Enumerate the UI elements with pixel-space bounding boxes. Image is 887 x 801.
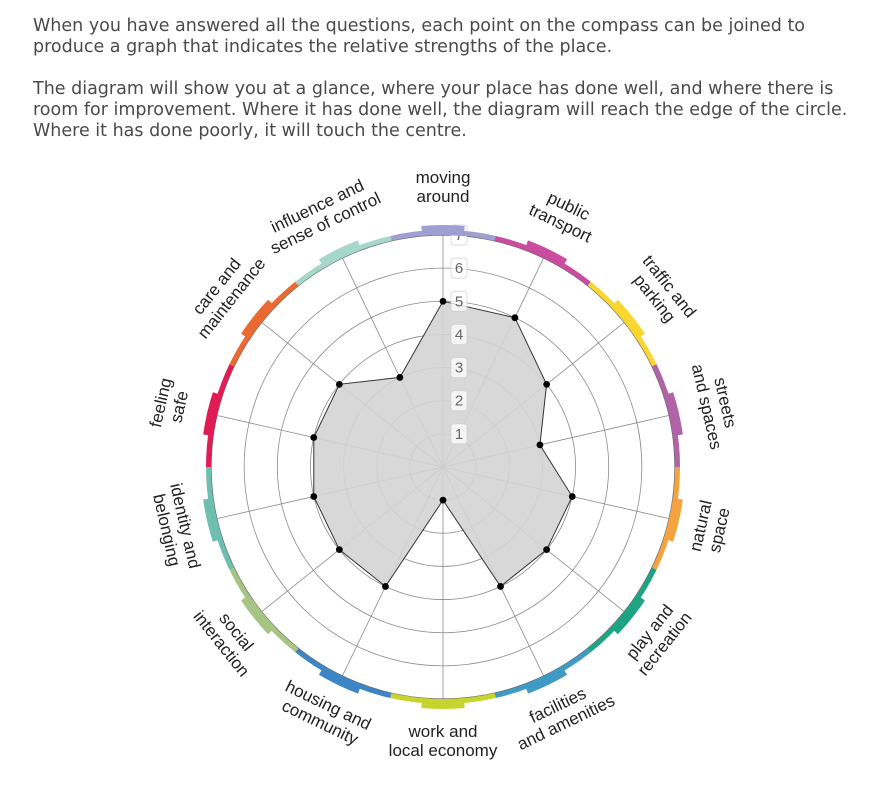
category-arc-segment xyxy=(241,299,276,340)
category-arc-segment xyxy=(610,594,645,635)
data-point xyxy=(439,496,447,504)
data-point xyxy=(511,314,519,322)
data-point xyxy=(543,380,551,388)
category-arc-segment xyxy=(610,299,645,340)
data-point xyxy=(439,297,447,305)
category-arc-segment xyxy=(663,498,683,542)
data-point xyxy=(382,583,389,590)
category-arc-segment xyxy=(663,392,683,436)
intro-text: When you have answered all the questions… xyxy=(33,16,863,163)
scale-tick-label: 1 xyxy=(455,426,463,443)
category-label-line: around xyxy=(417,187,470,206)
category-arc-segment xyxy=(241,594,276,635)
scale-tick-label: 6 xyxy=(455,260,463,277)
data-point xyxy=(543,546,551,554)
scale-tick-box xyxy=(450,390,468,412)
data-point xyxy=(568,493,576,500)
category-label-line: local economy xyxy=(389,741,498,760)
data-point xyxy=(536,441,544,449)
scale-tick-box xyxy=(450,324,468,345)
data-point xyxy=(310,434,318,441)
data-point xyxy=(310,493,318,500)
scale-tick-box xyxy=(450,257,468,279)
category-label-line: work and xyxy=(408,722,478,741)
data-point xyxy=(497,583,504,590)
intro-paragraph-2: The diagram will show you at a glance, w… xyxy=(33,79,848,141)
category-arc-segment xyxy=(318,666,362,694)
data-point xyxy=(335,380,343,388)
category-label-line: moving xyxy=(416,168,471,187)
scale-tick-label: 2 xyxy=(455,393,463,410)
category-arc-segment xyxy=(421,224,465,236)
scale-tick-box xyxy=(450,357,468,378)
scale-tick-label: 3 xyxy=(455,360,463,377)
intro-paragraph-1: When you have answered all the questions… xyxy=(33,16,806,57)
category-arc-segment xyxy=(203,392,223,436)
scale-tick-label: 5 xyxy=(455,293,463,310)
category-arc-segment xyxy=(203,498,223,542)
data-point xyxy=(396,374,404,381)
category-arc-segment xyxy=(318,240,362,268)
category-arc-segment xyxy=(524,240,568,268)
scale-tick-box xyxy=(450,290,468,312)
scale-tick-label: 4 xyxy=(455,326,463,343)
category-arc-segment xyxy=(421,698,465,710)
category-arc-segment xyxy=(524,666,568,694)
outer-ring xyxy=(210,234,676,700)
data-point xyxy=(335,546,343,554)
scale-tick-box xyxy=(450,423,468,445)
